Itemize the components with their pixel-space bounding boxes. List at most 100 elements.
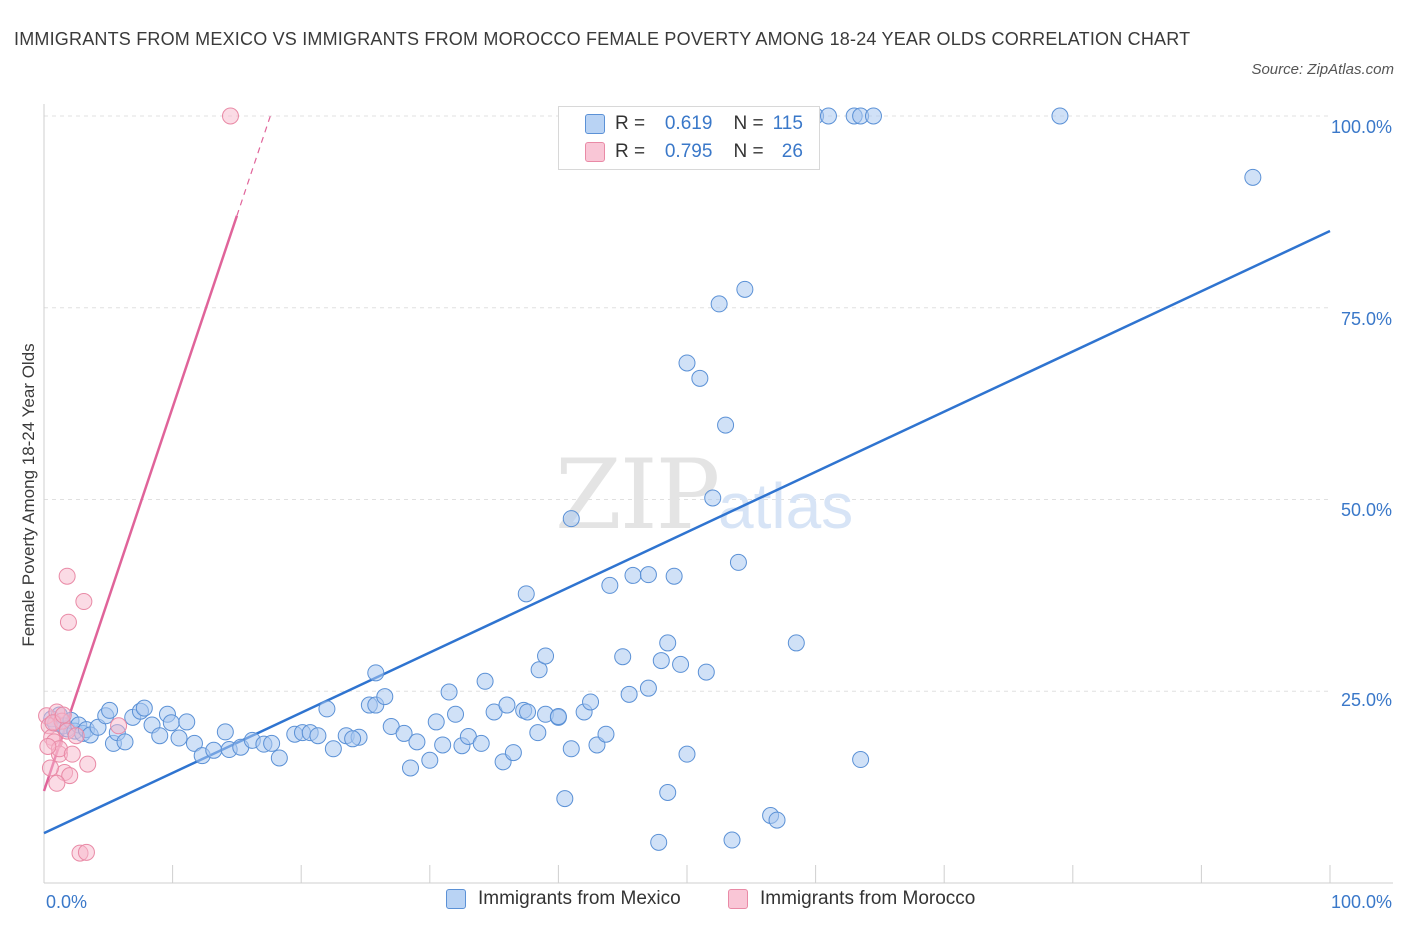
point-mexico bbox=[819, 107, 837, 125]
point-mexico bbox=[717, 416, 735, 434]
point-morocco bbox=[39, 737, 57, 755]
point-mexico bbox=[710, 295, 728, 313]
point-mexico bbox=[556, 790, 574, 808]
point-mexico bbox=[729, 553, 747, 571]
point-mexico bbox=[665, 567, 683, 585]
point-mexico bbox=[421, 751, 439, 769]
point-mexico bbox=[205, 741, 223, 759]
chart-title: IMMIGRANTS FROM MEXICO VS IMMIGRANTS FRO… bbox=[14, 29, 1191, 49]
point-mexico bbox=[723, 831, 741, 849]
point-mexico bbox=[659, 634, 677, 652]
n-value: 115 bbox=[772, 113, 803, 134]
point-mexico bbox=[440, 683, 458, 701]
watermark-zip: ZIP bbox=[555, 439, 718, 551]
point-mexico bbox=[864, 107, 882, 125]
legend-label-morocco: Immigrants from Morocco bbox=[760, 888, 976, 909]
point-mexico bbox=[318, 700, 336, 718]
point-mexico bbox=[672, 655, 690, 673]
point-mexico bbox=[678, 354, 696, 372]
trendline-morocco-extension bbox=[236, 115, 271, 216]
y-axis-label: Female Poverty Among 18-24 Year Olds bbox=[19, 343, 38, 646]
point-morocco bbox=[61, 767, 79, 785]
point-mexico bbox=[852, 751, 870, 769]
point-morocco bbox=[67, 727, 85, 745]
stats-row-morocco: R = 0.795 N = 26 bbox=[585, 138, 803, 166]
point-morocco bbox=[110, 717, 128, 735]
legend-swatch-morocco bbox=[728, 889, 748, 909]
point-mexico bbox=[601, 576, 619, 594]
x-tick-label: 0.0% bbox=[46, 892, 87, 912]
point-mexico bbox=[216, 723, 234, 741]
legend-item-mexico[interactable]: Immigrants from Mexico bbox=[446, 888, 681, 910]
point-mexico bbox=[652, 652, 670, 670]
y-tick-label: 25.0% bbox=[1341, 690, 1392, 710]
point-mexico bbox=[309, 727, 327, 745]
point-mexico bbox=[263, 734, 281, 752]
point-mexico bbox=[170, 729, 188, 747]
point-morocco bbox=[221, 107, 239, 125]
point-mexico bbox=[344, 730, 362, 748]
point-morocco bbox=[77, 843, 95, 861]
point-mexico bbox=[530, 661, 548, 679]
mexico-swatch bbox=[585, 114, 605, 134]
n-value: 26 bbox=[781, 141, 803, 162]
point-mexico bbox=[697, 663, 715, 681]
y-tick-label: 50.0% bbox=[1341, 500, 1392, 520]
point-mexico bbox=[517, 585, 535, 603]
point-mexico bbox=[1244, 168, 1262, 186]
point-mexico bbox=[562, 510, 580, 528]
legend-swatch-mexico bbox=[446, 889, 466, 909]
n-label: N = bbox=[733, 141, 764, 162]
point-mexico bbox=[367, 664, 385, 682]
point-mexico bbox=[395, 724, 413, 742]
point-mexico bbox=[1051, 107, 1069, 125]
point-mexico bbox=[519, 703, 537, 721]
point-mexico bbox=[787, 634, 805, 652]
point-mexico bbox=[504, 744, 522, 762]
point-mexico bbox=[402, 759, 420, 777]
point-mexico bbox=[472, 734, 490, 752]
point-mexico bbox=[476, 672, 494, 690]
point-mexico bbox=[620, 685, 638, 703]
point-mexico bbox=[597, 725, 615, 743]
y-tick-label: 75.0% bbox=[1341, 309, 1392, 329]
point-mexico bbox=[704, 489, 722, 507]
trendline-mexico bbox=[43, 229, 1331, 835]
point-mexico bbox=[427, 713, 445, 731]
n-label: N = bbox=[733, 113, 764, 134]
grid-lines bbox=[44, 115, 1330, 692]
point-mexico bbox=[691, 369, 709, 387]
tick-labels: 25.0% 50.0% 75.0% 100.0% 0.0% 100.0% bbox=[46, 117, 1392, 912]
point-mexico bbox=[498, 696, 516, 714]
point-mexico bbox=[614, 648, 632, 666]
point-mexico bbox=[639, 566, 657, 584]
point-mexico bbox=[185, 734, 203, 752]
x-tick-label: 100.0% bbox=[1331, 892, 1392, 912]
point-mexico bbox=[162, 714, 180, 732]
r-label: R = bbox=[615, 113, 646, 134]
point-mexico bbox=[537, 647, 555, 665]
point-morocco bbox=[54, 706, 72, 724]
point-mexico bbox=[116, 733, 134, 751]
point-mexico bbox=[659, 783, 677, 801]
point-mexico bbox=[434, 736, 452, 754]
point-morocco bbox=[59, 613, 77, 631]
morocco-swatch bbox=[585, 142, 605, 162]
point-morocco bbox=[48, 774, 66, 792]
legend-item-morocco[interactable]: Immigrants from Morocco bbox=[728, 888, 975, 910]
point-mexico bbox=[324, 740, 342, 758]
point-mexico bbox=[624, 566, 642, 584]
watermark: ZIP atlas bbox=[555, 439, 853, 551]
legend: Immigrants from Mexico Immigrants from M… bbox=[0, 888, 1406, 918]
r-value: 0.619 bbox=[664, 113, 713, 134]
data-points bbox=[38, 107, 1262, 862]
y-tick-label: 100.0% bbox=[1331, 117, 1392, 137]
point-mexico bbox=[151, 727, 169, 745]
r-value: 0.795 bbox=[664, 141, 713, 162]
point-morocco bbox=[63, 745, 81, 763]
r-label: R = bbox=[615, 141, 646, 162]
point-mexico bbox=[135, 699, 153, 717]
point-mexico bbox=[101, 701, 119, 719]
point-morocco bbox=[41, 759, 59, 777]
